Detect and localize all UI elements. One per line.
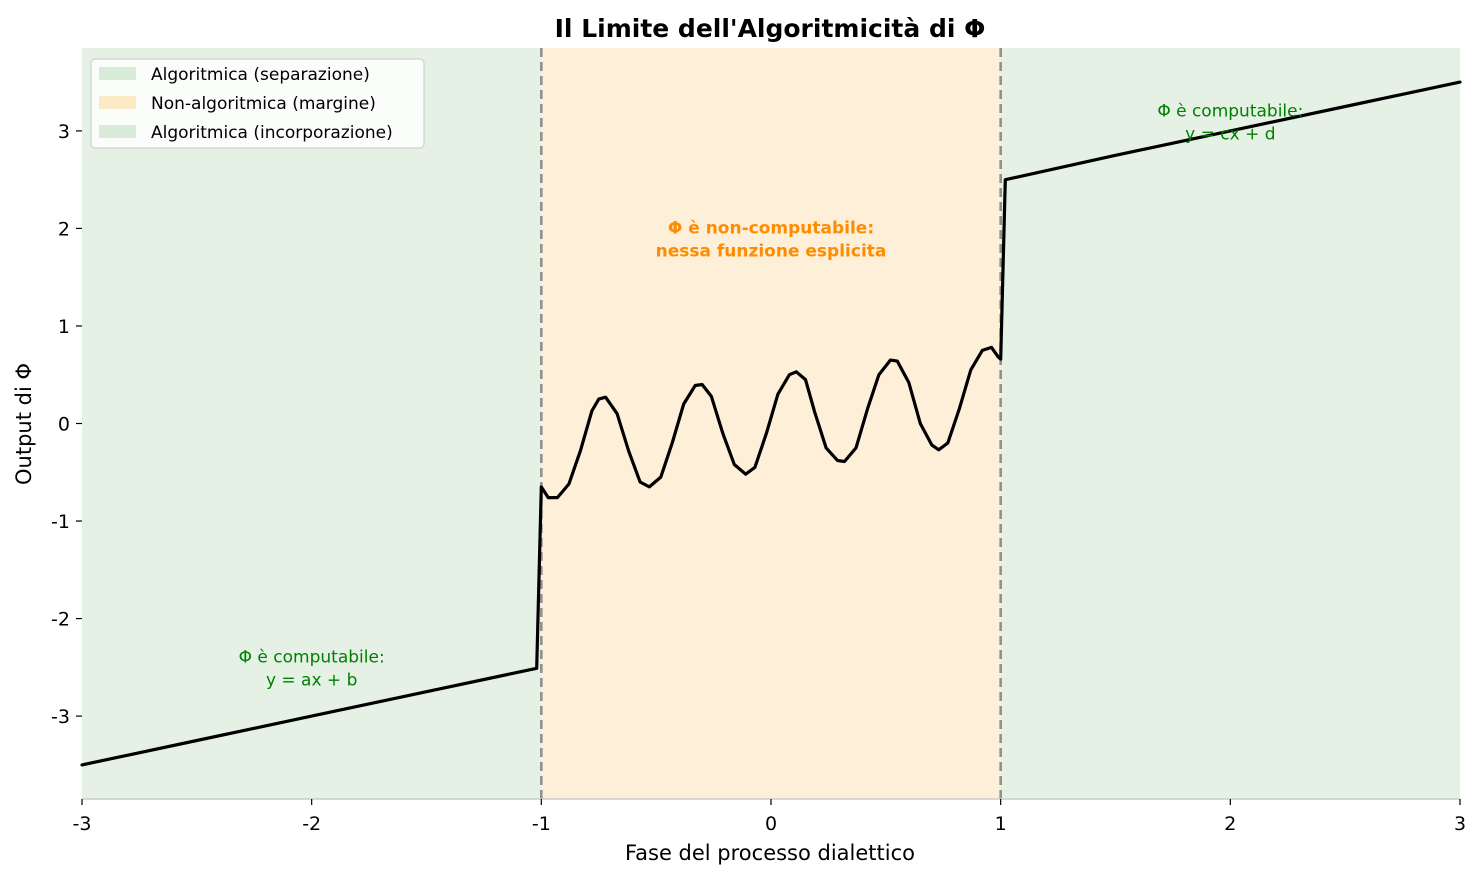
legend-swatch (99, 96, 136, 109)
annotation-line: y = cx + d (1185, 124, 1275, 144)
annotation-line: y = ax + b (266, 670, 357, 690)
annotation-3: Φ è computabile: y = cx + d (1157, 101, 1303, 144)
x-tick-label: 2 (1224, 813, 1236, 835)
x-tick-label: 1 (995, 813, 1007, 835)
annotation-line: Φ è computabile: (239, 647, 385, 667)
legend: Algoritmica (separazione) Non-algoritmica… (90, 58, 425, 149)
x-tick-label: 0 (765, 813, 777, 835)
legend-swatch (99, 67, 136, 80)
chart-title: Il Limite dell'Algoritmicità di Φ (555, 14, 986, 43)
annotation-1: Φ è computabile: y = ax + b (239, 647, 385, 690)
series-line-1 (80, 80, 1462, 767)
y-tick-label: -3 (51, 706, 70, 728)
region-1 (82, 48, 542, 799)
x-tick-label: -3 (73, 813, 92, 835)
y-tick-label: 2 (58, 218, 70, 240)
annotation-line: Φ è computabile: (1157, 101, 1303, 121)
region-2 (541, 48, 1001, 799)
x-axis-label: Fase del processo dialettico (625, 841, 915, 865)
legend-entry-label: Non-algoritmica (margine) (151, 94, 376, 114)
legend-entry-label: Algoritmica (incorporazione) (151, 123, 393, 143)
x-tick-label: -2 (302, 813, 321, 835)
y-axis-label: Output di Φ (12, 363, 36, 485)
annotation-layer: Φ è computabile: y = ax + b Φ è non-comput… (239, 101, 1304, 690)
axes-layer: -3 -2 -1 0 1 2 3 -3 -2 -1 0 1 2 3 (51, 121, 1466, 835)
y-tick-label: -2 (51, 609, 70, 631)
legend-entry-label: Algoritmica (separazione) (151, 65, 370, 85)
x-tick-label: 3 (1454, 813, 1466, 835)
legend-swatch (99, 125, 136, 138)
y-tick-label: 1 (58, 316, 70, 338)
region-3 (1000, 48, 1460, 799)
annotation-line: nessa funzione esplicita (656, 241, 887, 261)
y-tick-label: 3 (58, 121, 70, 143)
y-tick-label: -1 (51, 511, 70, 533)
annotation-2: Φ è non-computabile: nessa funzione espli… (656, 218, 887, 261)
x-tick-label: -1 (532, 813, 551, 835)
annotation-line: Φ è non-computabile: (668, 218, 874, 238)
regions-layer (82, 48, 1460, 799)
series-layer (80, 80, 1462, 767)
legend-box (90, 58, 425, 149)
y-tick-label: 0 (58, 414, 70, 436)
